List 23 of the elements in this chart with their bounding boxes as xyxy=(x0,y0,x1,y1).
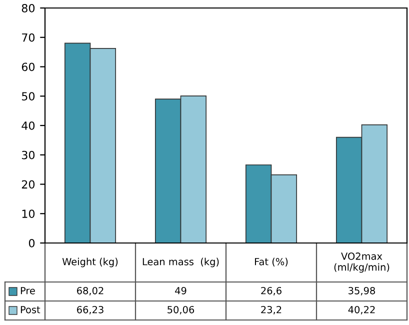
x-tick-label: VO2max (ml/kg/min) xyxy=(334,252,390,273)
y-tick-label: 60 xyxy=(22,62,35,72)
legend-label: Post xyxy=(20,306,40,314)
data-label: 68,02 xyxy=(77,286,104,296)
y-tick-label: 20 xyxy=(22,180,35,189)
data-label: 40,22 xyxy=(348,306,375,314)
y-tick-label: 50 xyxy=(22,92,35,101)
y-tick-label: 30 xyxy=(22,150,35,160)
legend-label: Pre xyxy=(20,287,35,294)
y-tick-label: 10 xyxy=(22,210,35,218)
x-tick-label: Fat (%) xyxy=(255,258,288,266)
y-tick-label: 80 xyxy=(22,4,35,12)
data-label: 49 xyxy=(175,286,186,294)
x-tick-label: Weight (kg) xyxy=(62,258,118,268)
y-tick-label: 0 xyxy=(28,238,35,248)
data-label: 50,06 xyxy=(168,306,194,314)
data-label: 35,98 xyxy=(348,286,375,296)
y-tick-label: 70 xyxy=(22,33,35,42)
y-tick-label: 40 xyxy=(22,121,35,130)
data-label: 23,2 xyxy=(261,306,282,314)
x-tick-label: Lean mass (kg) xyxy=(142,258,219,268)
data-label: 26,6 xyxy=(261,286,282,296)
data-label: 66,23 xyxy=(77,306,104,314)
